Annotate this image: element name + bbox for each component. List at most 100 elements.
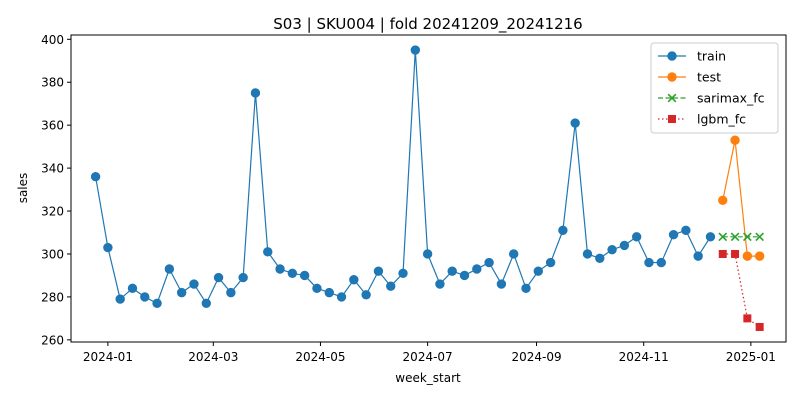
x-tick-label: 2024-05 xyxy=(295,350,345,364)
train-point xyxy=(631,232,642,242)
test-line xyxy=(722,139,760,257)
x-tick-label: 2024-01 xyxy=(83,350,133,364)
train-point xyxy=(422,249,433,259)
train-point xyxy=(189,279,199,289)
train-point xyxy=(176,287,187,298)
train-point xyxy=(164,264,175,274)
train-point xyxy=(201,298,211,309)
series-layer xyxy=(90,45,765,331)
sarimax_fc-point-stroke xyxy=(730,232,740,242)
y-tick-label: 340 xyxy=(41,162,64,176)
legend-marker xyxy=(667,93,677,103)
legend-frame xyxy=(650,42,779,134)
series-test xyxy=(718,135,765,261)
train-point xyxy=(349,275,359,285)
train-point xyxy=(90,171,101,182)
y-tick-label: 280 xyxy=(41,290,64,304)
train-point xyxy=(250,88,261,98)
y-axis: 260 280 300 320 340 360 380 400 xyxy=(41,33,71,347)
train-point xyxy=(644,257,654,268)
lgbm_fc-line xyxy=(722,253,760,328)
sarimax_fc-point xyxy=(755,232,765,242)
x-axis: 2024-01 2024-03 2024-05 2024-07 2024-09 2024-… xyxy=(83,342,776,364)
train-point xyxy=(238,272,248,283)
y-axis-label: sales xyxy=(16,173,30,204)
train-point xyxy=(312,283,322,294)
x-tick-label: 2024-07 xyxy=(403,350,453,364)
x-tick-label: 2024-09 xyxy=(511,350,561,364)
y-tick-label: 360 xyxy=(41,119,64,133)
y-tick-label: 380 xyxy=(41,76,64,90)
x-tick-label: 2025-01 xyxy=(726,350,776,364)
train-point xyxy=(472,264,482,274)
train-point xyxy=(607,244,617,255)
train-point xyxy=(496,279,507,289)
train-point xyxy=(373,266,384,276)
sarimax_fc-point xyxy=(718,232,728,242)
test-point xyxy=(742,251,753,261)
train-point xyxy=(484,257,494,268)
lgbm_fc-point xyxy=(731,249,740,258)
train-line xyxy=(94,49,711,304)
train-point xyxy=(668,229,679,240)
train-point xyxy=(398,268,408,279)
legend-marker xyxy=(667,51,677,61)
train-point xyxy=(115,294,125,304)
legend: train test sarimax_fc lgbm_fc xyxy=(650,42,779,134)
legend-marker xyxy=(668,115,676,123)
train-point xyxy=(509,249,519,259)
train-point xyxy=(263,247,273,257)
train-point xyxy=(275,264,285,274)
lgbm_fc-point xyxy=(718,249,727,258)
series-lgbm_fc xyxy=(718,249,764,331)
legend-label-lgbm_fc: lgbm_fc xyxy=(697,112,746,127)
train-point xyxy=(226,287,236,298)
train-point xyxy=(152,298,162,309)
y-tick-label: 260 xyxy=(41,333,64,347)
test-point xyxy=(730,135,740,145)
train-point xyxy=(435,279,445,289)
series-sarimax_fc xyxy=(718,232,765,242)
legend-marker xyxy=(667,72,677,82)
plot-frame xyxy=(70,34,787,343)
legend-label-train: train xyxy=(697,49,726,64)
train-point xyxy=(595,253,605,263)
train-point xyxy=(545,257,556,268)
train-point xyxy=(361,290,371,300)
train-point xyxy=(570,118,580,128)
lgbm_fc-point xyxy=(755,322,764,331)
y-tick-label: 400 xyxy=(41,33,64,47)
x-tick-label: 2024-11 xyxy=(619,350,669,364)
train-point xyxy=(410,45,421,55)
sarimax_fc-point-stroke xyxy=(742,232,752,242)
train-point xyxy=(103,242,113,253)
x-tick-label: 2024-03 xyxy=(188,350,238,364)
train-point xyxy=(558,225,568,236)
train-point xyxy=(386,281,396,291)
legend-label-sarimax_fc: sarimax_fc xyxy=(697,91,765,106)
y-tick-label: 300 xyxy=(41,247,64,261)
test-point xyxy=(754,251,765,261)
train-point xyxy=(447,266,457,276)
train-point xyxy=(533,266,543,276)
y-tick-label: 320 xyxy=(41,205,64,219)
lgbm_fc-point xyxy=(743,314,752,323)
train-point xyxy=(127,283,138,294)
x-axis-label: week_start xyxy=(395,371,461,385)
train-point xyxy=(459,270,470,281)
sarimax_fc-point-stroke xyxy=(755,232,765,242)
train-point xyxy=(287,268,298,279)
train-point xyxy=(299,270,310,281)
test-point xyxy=(718,195,728,206)
sarimax_fc-point xyxy=(742,232,752,242)
train-point xyxy=(582,249,593,259)
legend-marker-stroke xyxy=(667,93,677,103)
train-point xyxy=(324,287,334,298)
train-point xyxy=(336,292,347,302)
chart-title: S03 | SKU004 | fold 20241209_20241216 xyxy=(273,15,582,34)
train-point xyxy=(681,225,691,236)
sarimax_fc-point-stroke xyxy=(718,232,728,242)
train-point xyxy=(213,272,224,283)
train-point xyxy=(521,283,531,294)
